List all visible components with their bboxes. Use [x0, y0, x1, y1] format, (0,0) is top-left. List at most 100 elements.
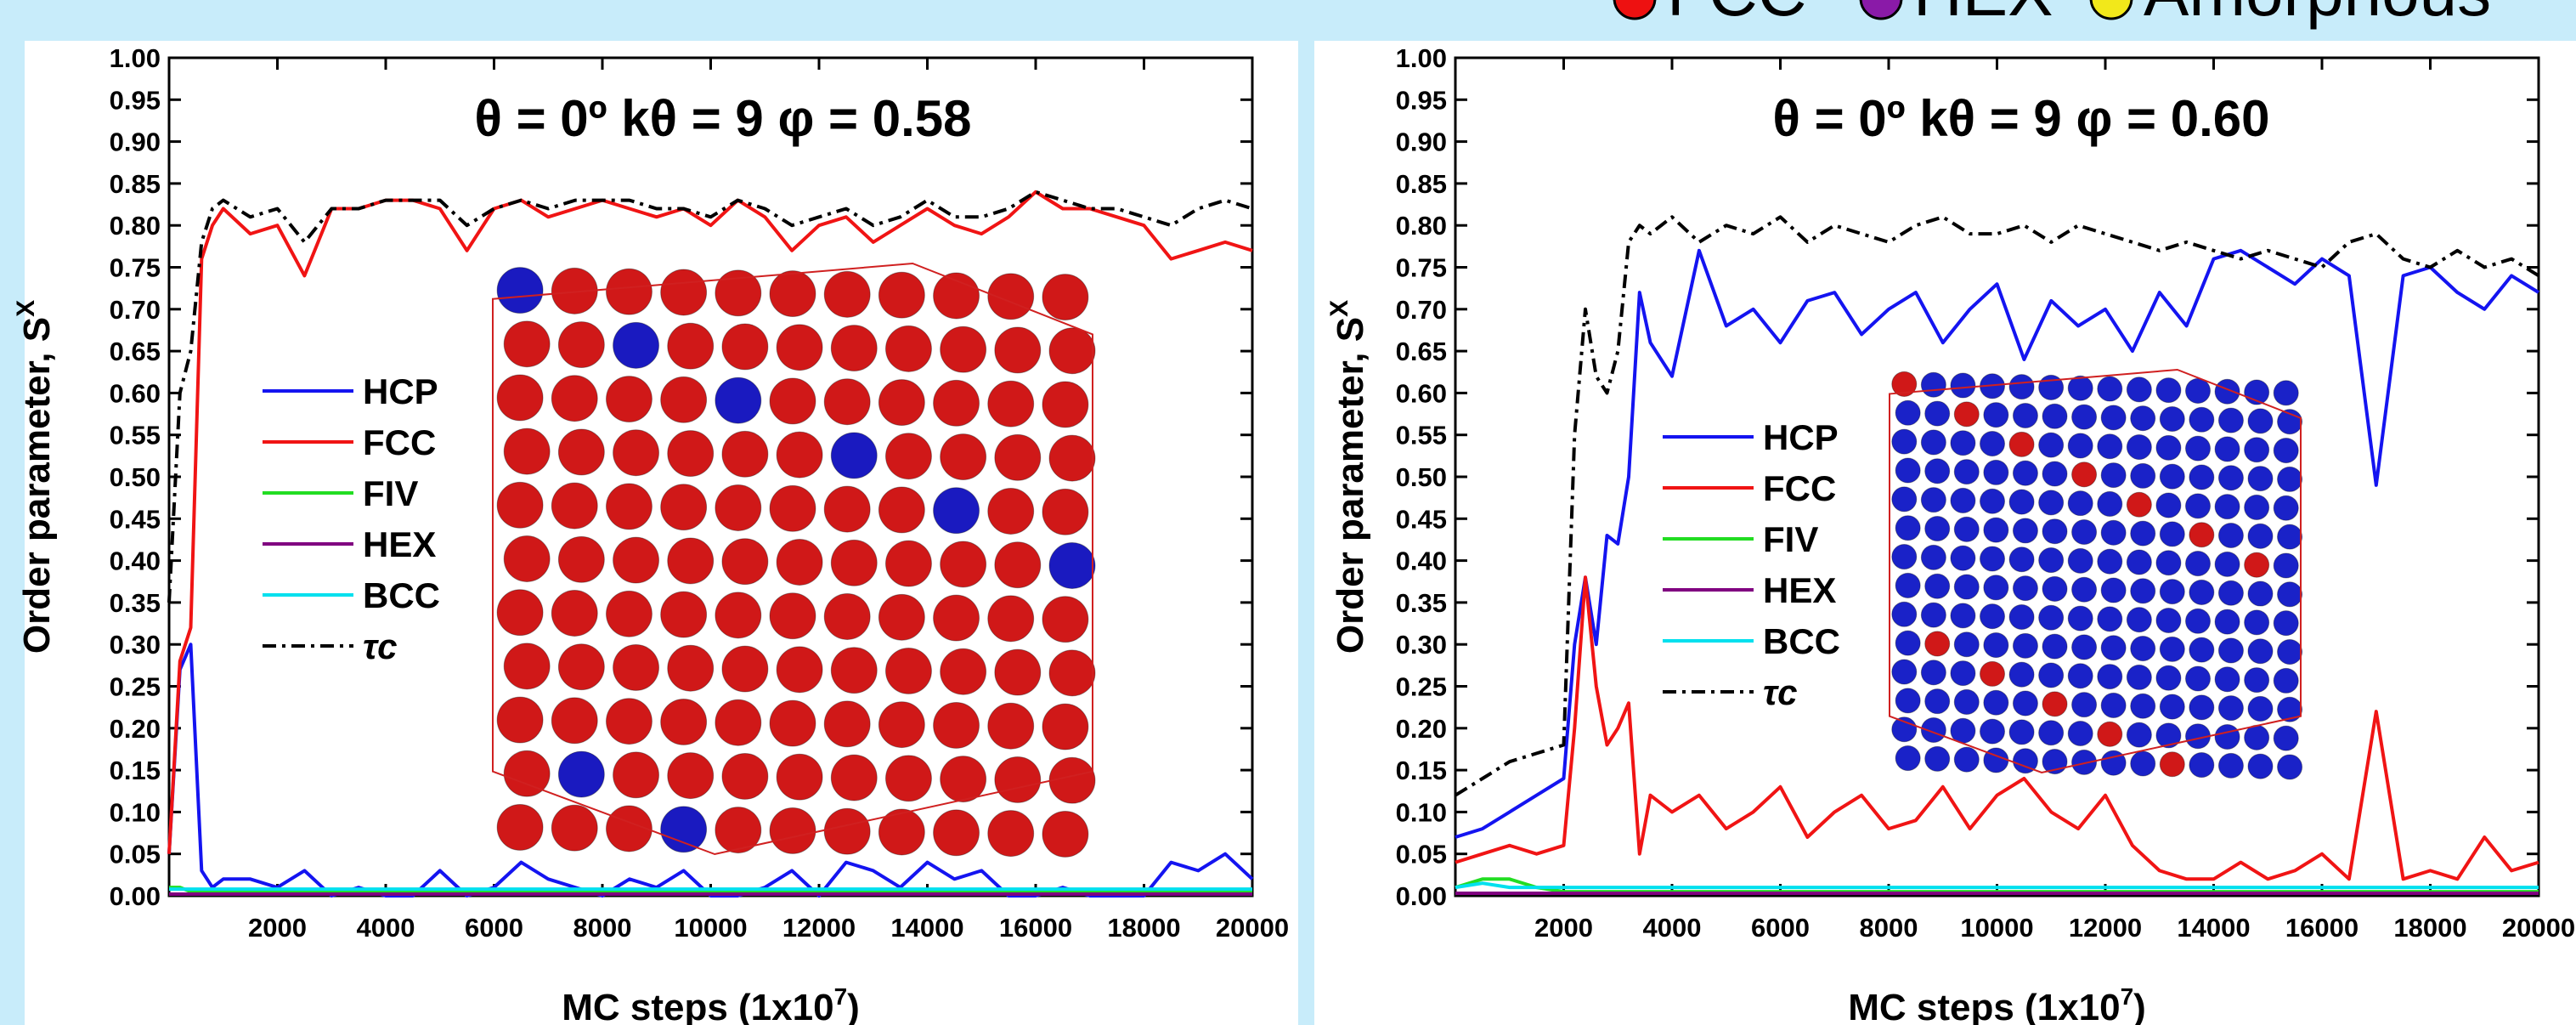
atom [2100, 750, 2127, 776]
y-tick-label: 0.35 [110, 588, 161, 618]
atom [878, 271, 925, 319]
atom [1920, 371, 1946, 398]
atom [605, 376, 652, 423]
atom [823, 378, 871, 426]
y-tick-label: 0.50 [110, 462, 161, 492]
atom [2100, 462, 2127, 489]
atom [605, 483, 652, 530]
y-tick-label: 0.60 [110, 378, 161, 408]
atom [2244, 724, 2270, 750]
atom [715, 592, 762, 639]
atom [1891, 659, 1918, 685]
atom [2159, 405, 2185, 433]
chart-title: θ = 0º kθ = 9 φ = 0.58 [474, 90, 971, 147]
atom [605, 698, 652, 745]
atom [613, 536, 659, 584]
atom [715, 699, 762, 746]
atom [2277, 696, 2303, 722]
legend-label: HCP [363, 371, 438, 411]
atom [933, 379, 980, 427]
series-line [1455, 248, 2540, 839]
y-tick-label: 0.15 [1396, 756, 1447, 785]
atom [830, 325, 878, 372]
atom [2071, 462, 2098, 488]
atom [940, 648, 987, 695]
banner-legend-label: HEX [1913, 0, 2053, 30]
y-tick-label: 0.80 [110, 211, 161, 241]
atom [1895, 399, 1921, 426]
atom [2067, 720, 2093, 747]
y-tick-label: 0.90 [1396, 127, 1447, 157]
y-tick-label: 0.25 [1396, 672, 1447, 702]
atom [1953, 631, 1980, 658]
atom [2130, 693, 2156, 719]
atom [605, 590, 652, 637]
atom [2038, 604, 2065, 631]
atom [2247, 695, 2274, 722]
atom [2155, 434, 2182, 461]
atom [2247, 580, 2274, 607]
atom [1983, 689, 2009, 716]
y-tick-label: 0.00 [1396, 881, 1447, 911]
atom [2042, 461, 2068, 487]
y-tick-label: 0.65 [1396, 337, 1447, 366]
x-tick-label: 18000 [2393, 913, 2466, 943]
banner-legend-marker [2089, 0, 2133, 20]
atom [2217, 752, 2244, 779]
atom [2130, 578, 2156, 604]
atom [2217, 637, 2244, 664]
atom [2189, 752, 2215, 779]
atom [884, 648, 932, 694]
atom [1042, 274, 1089, 321]
atom [1953, 401, 1980, 428]
atom [1042, 381, 1089, 428]
atom [551, 267, 598, 314]
atom [1895, 688, 1921, 714]
y-tick-label: 0.95 [1396, 85, 1447, 115]
atom [2008, 489, 2035, 515]
atom [1924, 688, 1951, 715]
atom [721, 752, 769, 800]
atom [2100, 692, 2127, 718]
legend-label: HEX [363, 524, 436, 564]
atom [1895, 630, 1921, 656]
atom [940, 433, 987, 480]
atom [987, 595, 1035, 643]
atom [994, 326, 1042, 374]
series-line [167, 190, 1253, 603]
atom [2097, 548, 2123, 575]
atom [557, 321, 605, 369]
atom [987, 702, 1035, 750]
legend-label: BCC [363, 575, 440, 615]
atom [1953, 516, 1980, 542]
atom [1983, 632, 2009, 659]
x-tick-label: 2000 [1534, 913, 1593, 943]
atom [933, 701, 980, 749]
atom [2071, 576, 2098, 603]
atom [2277, 581, 2303, 608]
atom [2126, 722, 2152, 748]
atom [2126, 664, 2152, 690]
atom [2097, 721, 2123, 747]
series-line [167, 190, 1253, 854]
atom [2038, 547, 2065, 574]
atom [987, 380, 1035, 428]
series-line [1455, 575, 2539, 881]
atom [557, 535, 605, 583]
atom [613, 644, 659, 691]
atom [613, 321, 659, 369]
atom [551, 375, 598, 422]
atom [667, 752, 715, 800]
atom [2217, 465, 2244, 491]
atom [551, 590, 598, 637]
atom [823, 807, 871, 855]
legend-label: FCC [1763, 468, 1836, 508]
atom [2008, 719, 2035, 745]
atom [2159, 636, 2185, 662]
x-tick-label: 12000 [2069, 913, 2142, 943]
atom [2214, 666, 2240, 693]
atom [557, 428, 605, 476]
atom [1953, 459, 1980, 485]
atom [884, 540, 932, 587]
y-axis-label-text: Order parameter, S [1330, 317, 1371, 654]
